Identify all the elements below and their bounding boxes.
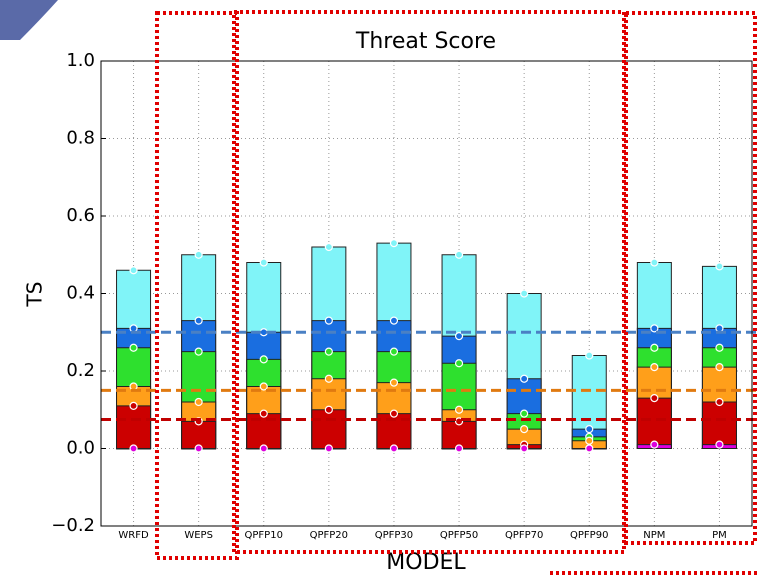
bar-marker — [325, 375, 332, 382]
bar-marker — [260, 410, 267, 417]
bar-marker — [130, 267, 137, 274]
x-tick-label: QPFP20 — [310, 530, 348, 541]
highlight-box — [234, 12, 624, 552]
bar-marker — [651, 441, 658, 448]
chart: Threat Score TS MODEL −0.20.00.20.40.60.… — [0, 0, 757, 577]
bar-marker — [521, 410, 528, 417]
bar-marker — [195, 399, 202, 406]
bar-marker — [456, 406, 463, 413]
bar-marker — [586, 445, 593, 452]
x-tick-label: QPFP90 — [570, 530, 608, 541]
bar-marker — [521, 445, 528, 452]
x-tick-label: QPFP30 — [375, 530, 413, 541]
chart-title: Threat Score — [355, 29, 496, 54]
bar-marker — [716, 263, 723, 270]
bar-marker — [390, 240, 397, 247]
bar-marker — [390, 410, 397, 417]
bar-marker — [325, 445, 332, 452]
bar-marker — [130, 402, 137, 409]
bar — [117, 406, 151, 449]
bar-marker — [325, 317, 332, 324]
x-tick-label: QPFP50 — [440, 530, 478, 541]
y-tick-label: 0.8 — [66, 128, 95, 149]
bar-marker — [390, 379, 397, 386]
bar-marker — [716, 364, 723, 371]
y-axis-label: TS — [23, 282, 47, 308]
bar-marker — [456, 445, 463, 452]
bar-marker — [456, 251, 463, 258]
bar-marker — [260, 356, 267, 363]
bar-marker — [716, 399, 723, 406]
bar-marker — [390, 445, 397, 452]
bar-marker — [651, 344, 658, 351]
bar-marker — [651, 395, 658, 402]
bar-marker — [325, 348, 332, 355]
bar-marker — [651, 364, 658, 371]
bar-marker — [195, 251, 202, 258]
bar-marker — [325, 244, 332, 251]
bar-marker — [521, 290, 528, 297]
bar-marker — [521, 426, 528, 433]
bar — [312, 410, 346, 449]
bar-marker — [651, 259, 658, 266]
y-tick-label: −0.2 — [51, 515, 95, 536]
x-tick-label: QPFP10 — [245, 530, 283, 541]
x-tick-label: NPM — [643, 530, 665, 541]
bar-marker — [456, 360, 463, 367]
y-tick-label: 0.0 — [66, 438, 95, 459]
y-tick-label: 0.4 — [66, 283, 95, 304]
bar-marker — [586, 426, 593, 433]
x-tick-label: WRFD — [118, 530, 149, 541]
bar-marker — [586, 437, 593, 444]
x-tick-label: PM — [712, 530, 727, 541]
bar-marker — [325, 406, 332, 413]
bar-marker — [521, 375, 528, 382]
logo-fragment — [0, 0, 58, 40]
bar-marker — [195, 348, 202, 355]
x-tick-label: WEPS — [184, 530, 213, 541]
y-tick-label: 0.6 — [66, 205, 95, 226]
bar-marker — [260, 445, 267, 452]
bar-marker — [130, 445, 137, 452]
y-tick-label: 0.2 — [66, 360, 95, 381]
bar-marker — [195, 317, 202, 324]
bar-marker — [716, 441, 723, 448]
y-tick-label: 1.0 — [66, 50, 95, 71]
bar-marker — [390, 317, 397, 324]
bar-marker — [195, 445, 202, 452]
x-tick-label: QPFP70 — [505, 530, 543, 541]
bar-marker — [390, 348, 397, 355]
bar-marker — [586, 352, 593, 359]
bar-marker — [130, 344, 137, 351]
bar-marker — [716, 344, 723, 351]
bar-marker — [260, 259, 267, 266]
